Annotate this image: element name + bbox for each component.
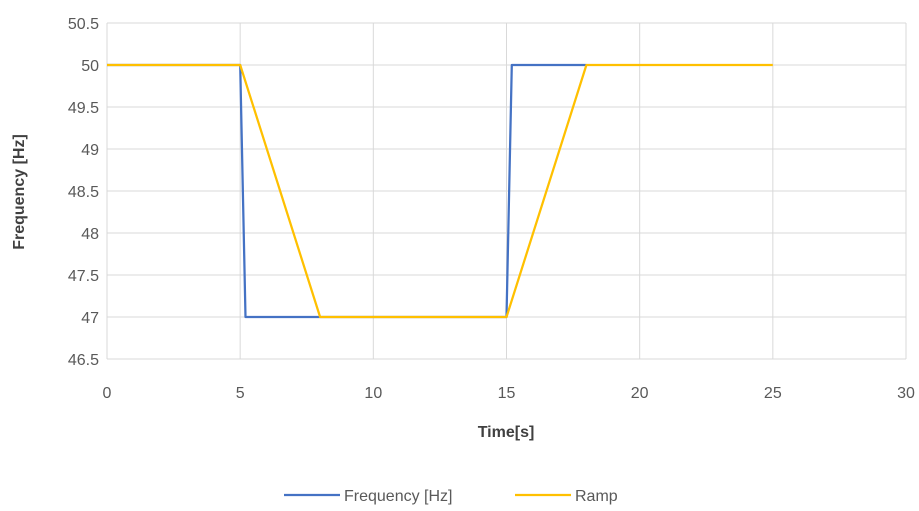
x-tick-label: 15 xyxy=(498,385,516,402)
x-tick-label: 10 xyxy=(364,385,382,402)
y-tick-label: 49 xyxy=(81,142,99,159)
x-tick-label: 5 xyxy=(236,385,245,402)
y-tick-label: 47 xyxy=(81,310,99,327)
tick-labels: 46.5 47 47.5 48 48.5 49 49.5 50 50.5 0 5 10 15 20 25 30 xyxy=(68,16,915,402)
series-lines xyxy=(107,63,773,319)
x-tick-label: 30 xyxy=(897,385,915,402)
y-tick-label: 46.5 xyxy=(68,352,99,369)
y-tick-label: 48 xyxy=(81,226,99,243)
x-tick-label: 20 xyxy=(631,385,649,402)
y-axis-title: Frequency [Hz] xyxy=(11,134,28,250)
y-tick-label: 48.5 xyxy=(68,184,99,201)
y-tick-label: 49.5 xyxy=(68,100,99,117)
legend-label-ramp: Ramp xyxy=(575,488,618,505)
y-tick-label: 47.5 xyxy=(68,268,99,285)
x-tick-label: 0 xyxy=(103,385,112,402)
y-tick-label: 50.5 xyxy=(68,16,99,33)
x-tick-label: 25 xyxy=(764,385,782,402)
legend-label-frequency: Frequency [Hz] xyxy=(344,488,452,505)
x-axis-title: Time[s] xyxy=(478,424,535,441)
y-tick-label: 50 xyxy=(81,58,99,75)
series-line-ramp xyxy=(107,63,773,319)
legend: Frequency [Hz] Ramp xyxy=(284,488,618,505)
